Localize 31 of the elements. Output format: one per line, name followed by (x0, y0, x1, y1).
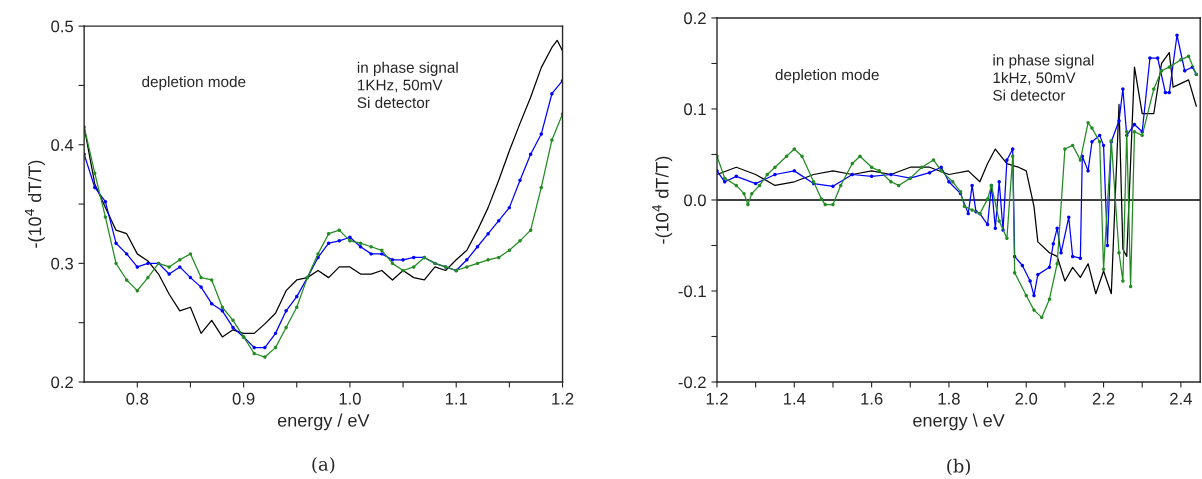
x-tick-label: 1.2 (552, 392, 574, 405)
text: (a) (312, 456, 335, 474)
y-tick-label: 0.2 (684, 12, 706, 25)
y-axis-title: -(10$^{4}$ dT/T) (652, 156, 673, 244)
annotation: depletion mode (775, 68, 879, 84)
text: (b) (947, 458, 970, 476)
annotation: in phase signal 1KHz, 50mV Si detector (357, 61, 458, 109)
x-axis-title: energy / eV (277, 413, 370, 431)
x-tick-label: 0.8 (126, 392, 149, 405)
y-tick-label: 0.2 (51, 376, 73, 389)
x-tick-label: 1.2 (706, 392, 728, 405)
x-tick-label: 1.8 (938, 392, 960, 405)
x-tick-label: 2.4 (1170, 392, 1192, 405)
y-tick-label: 0.4 (51, 139, 74, 151)
x-tick-label: 0.9 (232, 392, 255, 405)
y-tick-label: 0.3 (51, 257, 73, 270)
x-tick-label: 1.0 (339, 392, 361, 405)
y-tick-label: 0.5 (51, 20, 74, 33)
x-tick-label: 2.0 (1015, 392, 1038, 405)
x-tick-label: 1.1 (445, 393, 467, 405)
x-axis-title: energy \ eV (913, 413, 1005, 431)
y-tick-label: -0.2 (678, 376, 706, 389)
x-tick-label: 1.6 (861, 392, 883, 405)
y-tick-label: 0.0 (684, 194, 706, 207)
y-tick-label: -0.1 (678, 285, 706, 298)
x-tick-label: 1.4 (783, 393, 806, 405)
annotation: in phase signal 1kHz, 50mV Si detector (993, 54, 1094, 101)
x-tick-label: 2.2 (1092, 392, 1115, 405)
y-tick-label: 0.1 (684, 103, 706, 116)
y-axis-title: -(10$^{4}$ dT/T) (24, 160, 45, 248)
annotation: depletion mode (142, 75, 246, 91)
